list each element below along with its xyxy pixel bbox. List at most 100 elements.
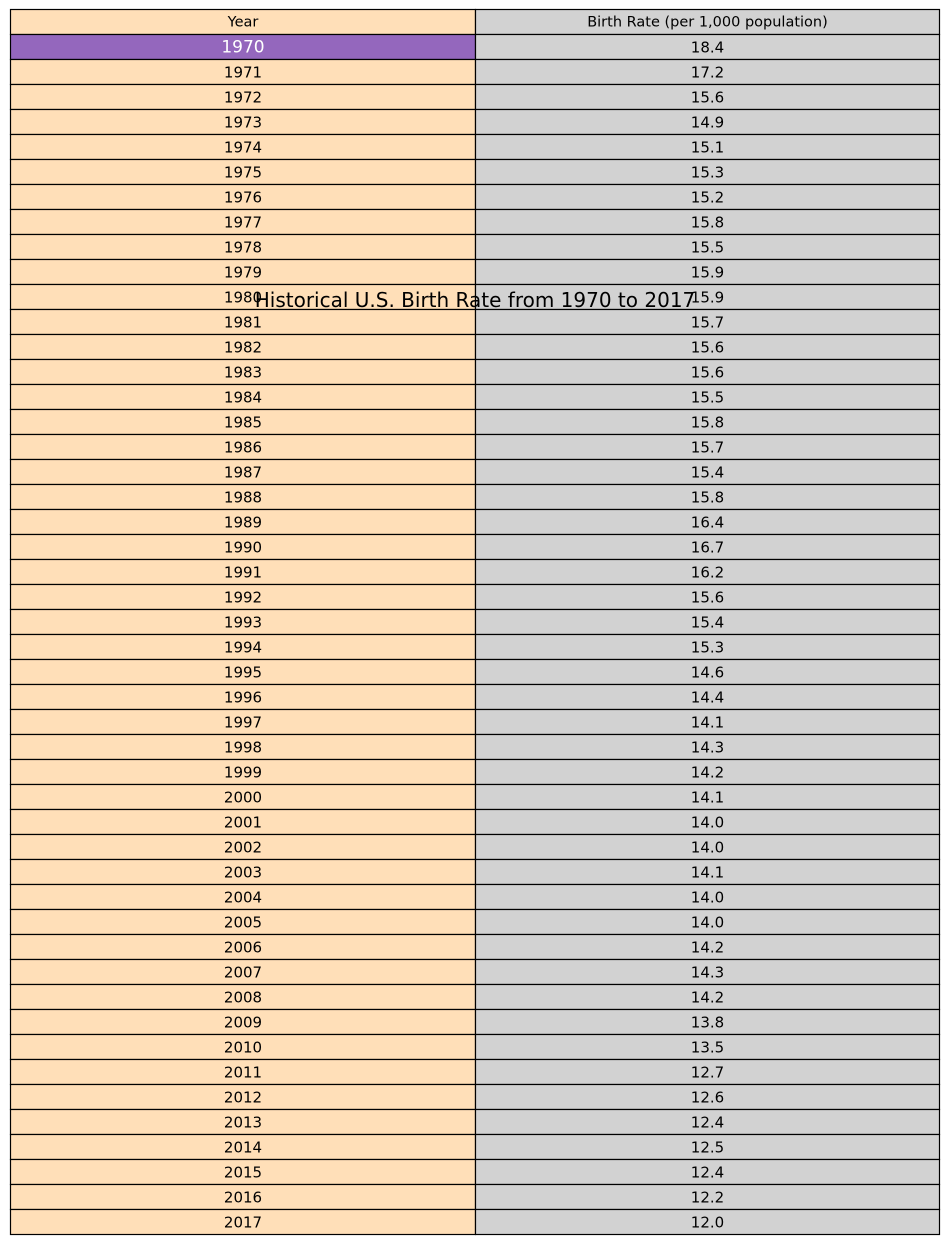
- year-label: 2005: [224, 914, 262, 932]
- birth-rate-value: 15.9: [691, 264, 724, 282]
- birth-rate-value: 14.1: [691, 714, 724, 732]
- birth-rate-value: 12.7: [691, 1064, 724, 1082]
- year-label: 2009: [224, 1014, 262, 1032]
- birth-rate-cell: [474, 583, 941, 611]
- birth-rate-value: 14.0: [691, 914, 724, 932]
- year-label: 1973: [224, 114, 262, 132]
- birth-rate-value: 18.4: [691, 39, 724, 57]
- birth-rate-cell: [474, 433, 941, 461]
- birth-rate-value: 13.5: [691, 1039, 724, 1057]
- birth-rate-cell: [474, 783, 941, 811]
- birth-rate-value: 14.3: [691, 739, 724, 757]
- year-cell: [9, 633, 477, 661]
- year-cell: [9, 208, 477, 236]
- birth-rate-value: 14.4: [691, 689, 724, 707]
- birth-rate-cell: [474, 883, 941, 911]
- birth-rate-value: 15.5: [691, 239, 724, 257]
- birth-rate-value: 16.2: [691, 564, 724, 582]
- birth-rate-value: 15.6: [691, 89, 724, 107]
- year-label: 2007: [224, 964, 262, 982]
- year-label: 1980: [224, 289, 262, 307]
- year-label: 1970: [221, 38, 264, 58]
- year-label: 2017: [224, 1214, 262, 1232]
- year-label: 2012: [224, 1089, 262, 1107]
- column-header: Year: [227, 15, 259, 31]
- birth-rate-value: 13.8: [691, 1014, 724, 1032]
- year-label: 1981: [224, 314, 262, 332]
- year-cell: [9, 383, 477, 411]
- year-cell: [9, 908, 477, 936]
- birth-rate-value: 15.3: [691, 639, 724, 657]
- birth-rate-value: 15.4: [691, 464, 724, 482]
- birth-rate-value: 15.7: [691, 314, 724, 332]
- year-cell: [9, 933, 477, 961]
- year-label: 1994: [224, 639, 262, 657]
- year-cell: [9, 1133, 477, 1161]
- header-cell: [9, 8, 477, 36]
- birth-rate-cell: [474, 858, 941, 886]
- birth-rate-value: 14.2: [691, 764, 724, 782]
- birth-rate-cell: [474, 108, 941, 136]
- birth-rate-cell: [474, 208, 941, 236]
- year-label: 1993: [224, 614, 262, 632]
- year-label: 1990: [224, 539, 262, 557]
- birth-rate-cell: [474, 1208, 941, 1236]
- year-cell: [9, 558, 477, 586]
- birth-rate-cell: [474, 158, 941, 186]
- birth-rate-value: 12.5: [691, 1139, 724, 1157]
- birth-rate-value: 12.0: [691, 1214, 724, 1232]
- birth-rate-value: 17.2: [691, 64, 724, 82]
- birth-rate-value: 16.7: [691, 539, 724, 557]
- year-label: 2015: [224, 1164, 262, 1182]
- birth-rate-cell: [474, 283, 941, 311]
- year-label: 2016: [224, 1189, 262, 1207]
- birth-rate-value: 14.0: [691, 814, 724, 832]
- year-cell: [9, 1183, 477, 1211]
- birth-rate-value: 15.7: [691, 439, 724, 457]
- column-header: Birth Rate (per 1,000 population): [587, 15, 828, 31]
- year-label: 1979: [224, 264, 262, 282]
- birth-rate-value: 15.1: [691, 139, 724, 157]
- year-label: 2004: [224, 889, 262, 907]
- year-cell: [9, 258, 477, 286]
- birth-rate-cell: [474, 483, 941, 511]
- birth-rate-value: 15.3: [691, 164, 724, 182]
- birth-rate-cell: [474, 1008, 941, 1036]
- year-cell: [9, 283, 477, 311]
- year-label: 1984: [224, 389, 262, 407]
- year-label: 2014: [224, 1139, 262, 1157]
- birth-rate-value: 12.4: [691, 1114, 724, 1132]
- year-cell: [9, 458, 477, 486]
- year-label: 1988: [224, 489, 262, 507]
- year-cell: [9, 983, 477, 1011]
- year-label: 1999: [224, 764, 262, 782]
- year-cell: [9, 758, 477, 786]
- year-label: 1974: [224, 139, 262, 157]
- birth-rate-cell: [474, 533, 941, 561]
- birth-rate-cell: [474, 908, 941, 936]
- year-cell: [9, 333, 477, 361]
- year-label: 1983: [224, 364, 262, 382]
- year-cell: [9, 958, 477, 986]
- year-cell: [9, 733, 477, 761]
- year-label: 1995: [224, 664, 262, 682]
- year-cell: [9, 233, 477, 261]
- year-cell: [9, 608, 477, 636]
- birth-rate-cell: [474, 808, 941, 836]
- year-label: 1971: [224, 64, 262, 82]
- birth-rate-value: 15.6: [691, 339, 724, 357]
- year-label: 1985: [224, 414, 262, 432]
- birth-rate-value: 14.0: [691, 839, 724, 857]
- birth-rate-value: 14.6: [691, 664, 724, 682]
- year-label: 2011: [224, 1064, 262, 1082]
- birth-rate-cell: [474, 233, 941, 261]
- birth-rate-cell: [474, 308, 941, 336]
- birth-rate-value: 15.4: [691, 614, 724, 632]
- year-cell: [9, 358, 477, 386]
- year-label: 1975: [224, 164, 262, 182]
- year-cell: [9, 583, 477, 611]
- birth-rate-cell: [474, 1108, 941, 1136]
- birth-rate-value: 14.0: [691, 889, 724, 907]
- year-label: 1991: [224, 564, 262, 582]
